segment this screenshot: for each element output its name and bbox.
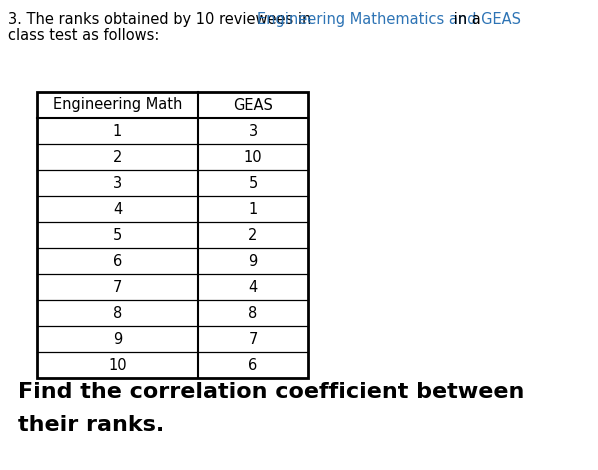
Text: their ranks.: their ranks. [18,415,164,435]
Bar [37,92,308,378]
Text: 8: 8 [248,306,258,321]
Text: 3: 3 [113,175,122,190]
Text: 10: 10 [244,149,263,164]
Text: class test as follows:: class test as follows: [8,28,160,43]
Text: 2: 2 [113,149,122,164]
Text: 9: 9 [113,331,122,346]
Text: GEAS: GEAS [233,97,273,112]
Text: 8: 8 [113,306,122,321]
Text: 1: 1 [113,124,122,139]
Text: 3. The ranks obtained by 10 reviewees in: 3. The ranks obtained by 10 reviewees in [8,12,316,27]
Text: 9: 9 [248,253,258,268]
Text: 7: 7 [113,280,122,295]
Text: 6: 6 [248,358,258,373]
Text: 2: 2 [248,227,258,243]
Text: 6: 6 [113,253,122,268]
Text: 7: 7 [248,331,258,346]
Text: 5: 5 [248,175,258,190]
Text: Engineering Mathematics and GEAS: Engineering Mathematics and GEAS [257,12,521,27]
Text: 4: 4 [248,280,258,295]
Text: 3: 3 [248,124,258,139]
Text: Engineering Math: Engineering Math [53,97,182,112]
Text: 1: 1 [248,202,258,217]
Text: 10: 10 [108,358,127,373]
Text: 4: 4 [113,202,122,217]
Text: in a: in a [449,12,481,27]
Text: Find the correlation coefficient between: Find the correlation coefficient between [18,382,524,402]
Text: 5: 5 [113,227,122,243]
